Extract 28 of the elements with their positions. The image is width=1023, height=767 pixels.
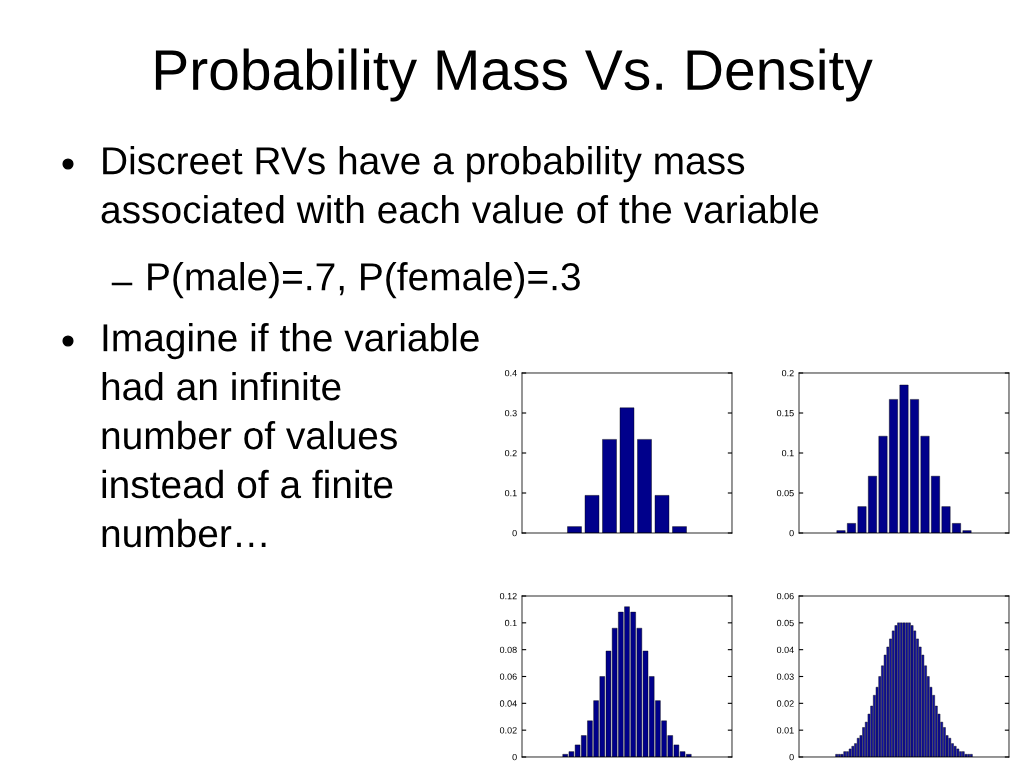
y-tick-label: 0 — [512, 753, 517, 761]
y-tick-label: 0.05 — [776, 619, 794, 627]
y-tick-label: 0.1 — [504, 489, 517, 497]
y-tick-label: 0.15 — [776, 409, 794, 417]
y-tick-label: 0.3 — [504, 409, 517, 417]
y-tick-label: 0.02 — [776, 700, 794, 707]
chart-title: Probability Mass Vs. Density — [155, 48, 873, 102]
text: Discreet RVs have a probability mass associated with each value of the variable — [101, 146, 819, 224]
y-tick-label: 0.02 — [499, 727, 517, 734]
y-tick-label: 0.05 — [776, 489, 794, 497]
y-tick-label: 0.04 — [776, 646, 794, 654]
y-tick-label: 0.2 — [504, 449, 517, 457]
y-tick-label: 0 — [789, 753, 794, 761]
y-tick-label: 0.12 — [499, 592, 517, 600]
y-tick-label: 0.1 — [781, 449, 794, 457]
y-tick-label: 0.01 — [776, 727, 794, 734]
y-tick-label: 0.03 — [776, 673, 794, 680]
y-tick-label: 0.4 — [504, 369, 517, 377]
y-tick-label: 0.1 — [504, 619, 517, 627]
y-tick-label: 0.08 — [499, 646, 517, 654]
y-tick-label: 0.06 — [776, 592, 794, 600]
y-tick-label: 0.04 — [499, 700, 517, 707]
text: Imagine if the variable had an infinite number of values instead of a finite number… — [102, 323, 479, 548]
y-tick-label: 0 — [512, 529, 517, 537]
text: P(male)=.7, P(female)=.3 — [148, 262, 580, 299]
y-tick-label: 0 — [789, 529, 794, 537]
y-tick-label: 0.06 — [499, 673, 517, 680]
y-tick-label: 0.2 — [781, 369, 794, 377]
